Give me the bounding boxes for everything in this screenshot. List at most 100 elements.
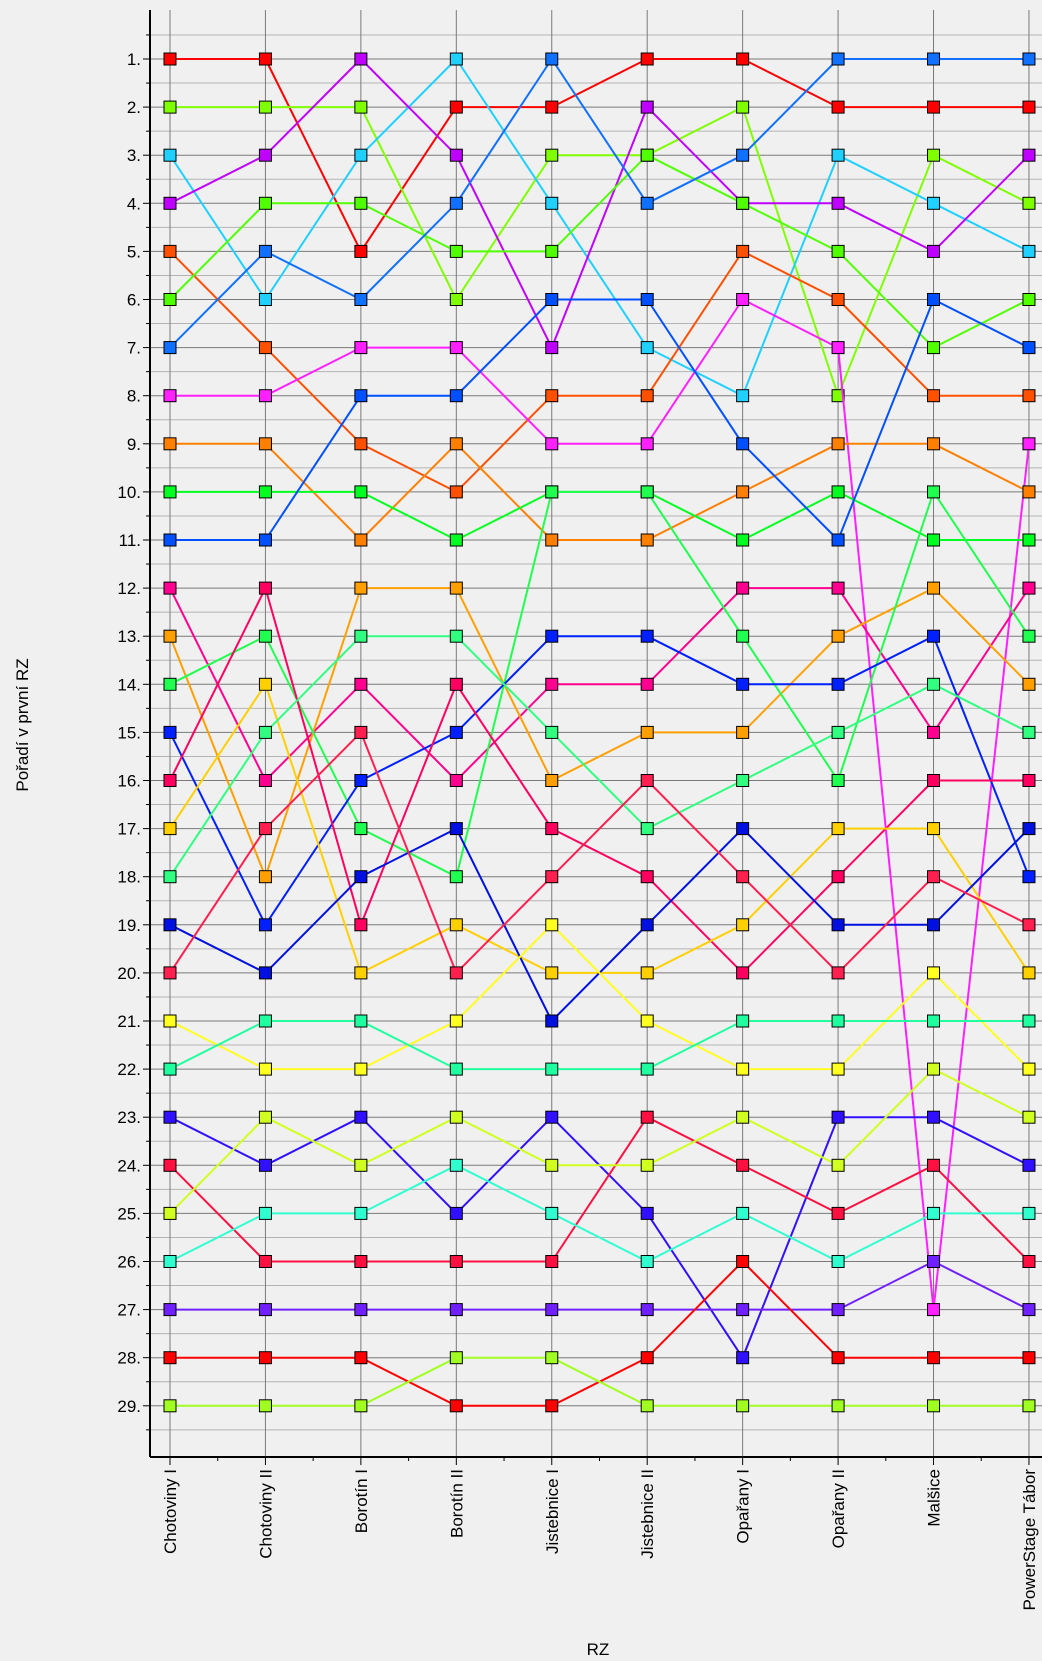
data-point xyxy=(831,293,845,306)
data-point xyxy=(163,1303,177,1317)
data-point xyxy=(545,196,559,210)
data-point xyxy=(354,244,368,258)
data-point xyxy=(354,677,368,691)
data-point xyxy=(163,870,177,884)
data-point xyxy=(354,1158,368,1172)
data-point xyxy=(258,52,272,66)
x-tick-label: Chotoviny I xyxy=(161,1469,180,1554)
data-point xyxy=(354,148,368,162)
data-point xyxy=(640,1062,654,1076)
data-point xyxy=(258,148,272,162)
data-point xyxy=(258,677,272,691)
data-point xyxy=(258,533,272,547)
x-tick-label: Opařany I xyxy=(734,1469,753,1544)
series-29 xyxy=(163,1351,1036,1413)
data-point xyxy=(545,1062,559,1076)
data-point xyxy=(736,822,750,836)
data-point xyxy=(449,1158,463,1172)
data-point xyxy=(163,774,177,787)
data-point xyxy=(163,437,177,451)
data-point xyxy=(354,1110,368,1124)
data-point xyxy=(736,196,750,210)
x-tick-label: Jistebnice II xyxy=(638,1469,657,1559)
data-point xyxy=(1022,1110,1036,1124)
y-axis-title: Pořadí v první RZ xyxy=(13,658,32,791)
data-point xyxy=(640,918,654,932)
data-point xyxy=(258,966,272,980)
data-point xyxy=(927,725,941,739)
series-11 xyxy=(163,293,1036,547)
y-tick-label: 29. xyxy=(117,1397,141,1416)
data-point xyxy=(831,1399,845,1413)
data-point xyxy=(736,774,750,787)
series-line xyxy=(169,1164,1029,1263)
data-point xyxy=(163,244,177,258)
y-tick-label: 14. xyxy=(117,675,141,694)
data-point xyxy=(640,966,654,980)
data-point xyxy=(736,918,750,932)
data-point xyxy=(449,870,463,884)
series-line xyxy=(169,58,1030,397)
series-line xyxy=(169,58,1029,349)
data-point xyxy=(258,196,272,210)
data-point xyxy=(163,1399,177,1413)
data-point xyxy=(1022,629,1036,643)
data-point xyxy=(736,1110,750,1124)
y-tick-label: 19. xyxy=(117,916,141,935)
data-point xyxy=(640,148,654,162)
data-point xyxy=(354,1351,368,1365)
series-18 xyxy=(163,629,1036,884)
data-point xyxy=(354,1255,368,1268)
data-point xyxy=(736,52,750,66)
data-point xyxy=(927,822,941,836)
data-point xyxy=(449,677,463,691)
y-tick-label: 2. xyxy=(127,98,141,117)
data-point xyxy=(640,774,654,787)
data-point xyxy=(831,1110,845,1124)
data-point xyxy=(736,485,750,499)
data-point xyxy=(736,533,750,547)
data-point xyxy=(1022,196,1036,210)
data-point xyxy=(1022,1351,1036,1365)
y-tick-label: 8. xyxy=(127,387,141,406)
data-point xyxy=(545,1110,559,1124)
data-point xyxy=(640,1351,654,1365)
data-point xyxy=(354,870,368,884)
series-7 xyxy=(163,52,1036,355)
data-point xyxy=(163,725,177,739)
y-tick-label: 22. xyxy=(117,1060,141,1079)
data-point xyxy=(258,1399,272,1413)
data-point xyxy=(449,725,463,739)
series-line xyxy=(170,298,1030,541)
data-point xyxy=(545,1303,559,1317)
data-point xyxy=(449,918,463,932)
data-point xyxy=(354,533,368,547)
data-point xyxy=(354,100,368,114)
series-15 xyxy=(163,629,1036,932)
data-point xyxy=(640,196,654,210)
data-point xyxy=(449,196,463,210)
axes xyxy=(143,10,1042,1465)
data-point xyxy=(449,1303,463,1317)
data-point xyxy=(1022,1303,1036,1317)
series-5 xyxy=(163,244,1036,499)
data-point xyxy=(831,341,845,355)
data-point xyxy=(927,293,941,306)
data-point xyxy=(831,774,845,787)
data-point xyxy=(927,1399,941,1413)
data-point xyxy=(545,725,559,739)
data-point xyxy=(354,1303,368,1317)
data-point xyxy=(927,100,941,114)
data-point xyxy=(640,870,654,884)
data-point xyxy=(1022,1158,1036,1172)
data-point xyxy=(545,774,559,787)
data-point xyxy=(163,677,177,691)
data-point xyxy=(1022,485,1036,499)
data-point xyxy=(163,1351,177,1365)
data-point xyxy=(545,1399,559,1413)
data-point xyxy=(1022,1255,1036,1268)
data-point xyxy=(449,629,463,643)
data-point xyxy=(545,1206,559,1220)
data-point xyxy=(736,966,750,980)
data-point xyxy=(831,1303,845,1317)
